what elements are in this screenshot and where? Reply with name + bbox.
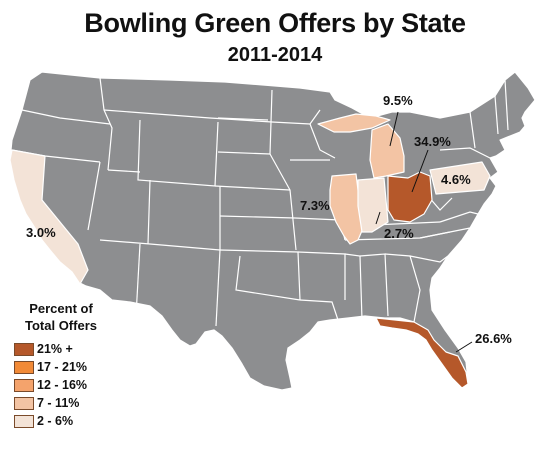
state-indiana [357,177,389,233]
legend-swatch [14,415,34,428]
label-leader-lines [375,111,473,353]
legend-label: 21% + [37,342,73,356]
state-borders [11,77,509,327]
map-subtitle: 2011-2014 [227,44,323,66]
state-ohio [387,171,433,223]
label-indiana-value: 2.7% [384,226,414,241]
legend-label: 17 - 21% [37,360,88,374]
map-title: Bowling Green Offers by State [84,8,466,38]
legend-label: 12 - 16% [37,378,88,392]
label-illinois-value: 7.3% [300,198,330,213]
label-michigan-value: 9.5% [383,93,413,108]
label-california-value: 3.0% [26,225,56,240]
label-florida-value: 26.6% [475,331,512,346]
legend-title: Percent of Total Offers [8,300,114,334]
legend-swatch [14,379,34,392]
legend-swatch [14,361,34,374]
state-pennsylvania [429,161,491,195]
legend-label: 7 - 11% [37,396,80,410]
state-michigan-upper [317,113,391,133]
legend-title-line1: Percent of [29,301,93,316]
label-pennsylvania-value: 4.6% [441,172,471,187]
legend-swatch [14,397,34,410]
legend-label: 2 - 6% [37,414,74,428]
state-michigan-lower [369,123,405,179]
state-florida [375,317,469,389]
legend-title-line2: Total Offers [25,318,97,333]
label-ohio-value: 34.9% [414,134,451,149]
legend-swatch [14,343,34,356]
state-california [9,149,89,285]
